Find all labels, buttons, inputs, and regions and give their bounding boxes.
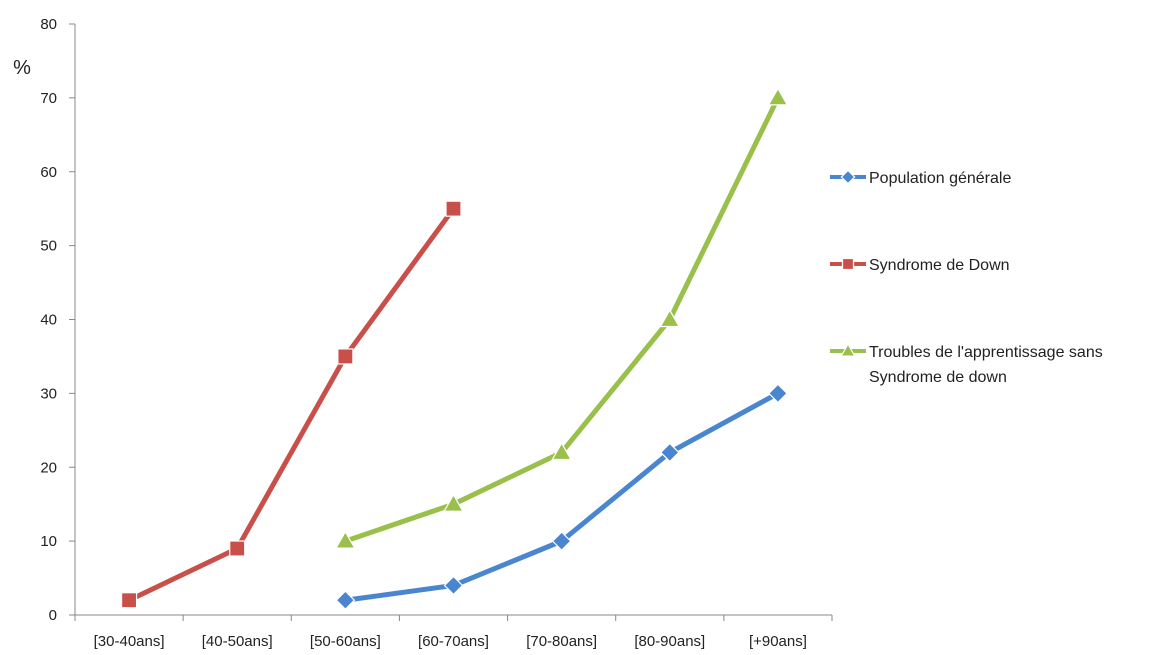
series-line [342,95,781,544]
data-point [768,383,788,404]
legend: Population générale Syndrome de Down Troub… [830,169,1103,386]
data-point [443,575,464,596]
legend-label: Troubles de l'apprentissage sans [869,344,1103,361]
y-tick-label: 80 [40,16,57,33]
legend-item: Syndrome de Down [830,257,1010,274]
data-point [229,540,246,557]
legend-item: Population générale [830,169,1011,187]
data-point [335,530,356,549]
legend-swatch-marker [841,257,855,271]
chart-axes [74,24,832,616]
data-point [443,493,464,512]
x-tick-label: [30-40ans] [94,633,165,650]
legend-swatch-marker [840,342,856,357]
data-point [767,87,789,106]
series-0 [335,383,788,611]
series-line [126,206,456,603]
y-tick-label: 40 [40,312,57,329]
x-tick-label: [50-60ans] [310,633,381,650]
x-axis-ticks: [30-40ans] [40-50ans] [50-60ans] [60-70ans]… [74,615,833,650]
x-tick-label: [60-70ans] [418,633,489,650]
series-layer [120,87,789,611]
legend-label: Syndrome de down [869,369,1007,386]
legend-label: Population générale [869,170,1011,187]
y-tick-label: 60 [40,164,57,181]
legend-label: Syndrome de Down [869,257,1010,274]
y-tick-label: 10 [40,533,57,550]
x-tick-label: [80-90ans] [634,633,705,650]
legend-swatch-marker [840,169,856,185]
y-tick-label: 30 [40,385,57,402]
legend-item: Troubles de l'apprentissage sans Syndrome… [830,342,1103,386]
data-point [445,200,462,217]
y-tick-label: 70 [40,90,57,107]
data-point [335,590,356,611]
data-point [659,442,680,463]
y-axis-ticks: 0 10 20 30 40 50 60 70 80 [40,16,75,624]
x-tick-label: [70-80ans] [526,633,597,650]
data-point [337,348,354,365]
data-point [120,592,138,609]
series-2 [335,87,789,549]
y-tick-label: 20 [40,459,57,476]
x-tick-label: [+90ans] [749,633,807,650]
x-tick-label: [40-50ans] [202,633,273,650]
data-point [551,441,572,461]
y-tick-label: 0 [49,607,57,624]
y-tick-label: 50 [40,238,57,255]
y-axis-label: % [13,57,31,79]
data-point [659,308,681,328]
series-line [342,390,781,603]
data-point [551,531,572,551]
series-1 [120,200,462,609]
